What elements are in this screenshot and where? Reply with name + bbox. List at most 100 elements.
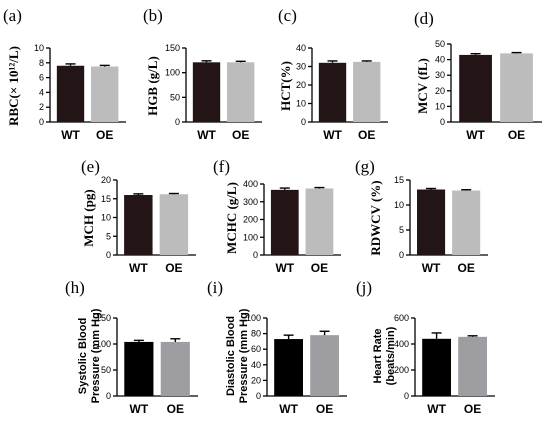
y-tick-label: 200 <box>243 215 258 225</box>
y-tick-label: 10 <box>296 99 306 109</box>
panel-label: (g) <box>355 157 375 176</box>
y-axis-label: MCHC (g/L) <box>224 182 239 254</box>
panel-label: (i) <box>207 278 223 297</box>
y-tick-label: 150 <box>165 43 180 53</box>
y-axis-label: MCH (pg) <box>81 189 96 246</box>
y-axis-label: RBC(× 10¹²/L) <box>6 46 21 126</box>
y-tick-label: 200 <box>394 365 409 375</box>
category-label: WT <box>422 261 441 275</box>
y-axis-label: Heart Rate(beats/min) <box>372 326 397 385</box>
panel-b: (b) 0 50 100 150 WT OE HGB (g/L) <box>143 6 262 142</box>
bar-oe <box>159 194 189 255</box>
y-axis-label: Diastolic BloodPressure (mm Hg) <box>225 308 250 403</box>
y-axis-label: HGB (g/L) <box>145 56 160 116</box>
panel-j: (j) 0 200 400 600 WT OE Heart Rate(beats/min) <box>356 278 495 416</box>
y-tick-label: 0 <box>301 117 306 127</box>
y-tick-label: 10 <box>435 101 445 111</box>
y-tick-label: 20 <box>251 375 261 385</box>
y-tick-label: 100 <box>243 232 258 242</box>
category-label: OE <box>464 402 481 416</box>
panel-h: (h) 0 50 100 150 WT OE Systolic BloodPressure (… <box>65 278 198 416</box>
category-label: OE <box>358 128 375 142</box>
panel-label: (f) <box>213 157 230 176</box>
y-tick-label: 10 <box>101 213 111 223</box>
y-tick-label: 20 <box>101 175 111 185</box>
panel-label: (e) <box>81 157 100 176</box>
bar-wt <box>417 189 446 255</box>
bar-oe <box>310 335 339 396</box>
category-label: WT <box>130 402 149 416</box>
category-label: OE <box>96 128 113 142</box>
category-label: WT <box>197 128 216 142</box>
bar-oe <box>91 66 119 122</box>
y-tick-label: 10 <box>34 43 44 53</box>
panel-c: (c) 0 10 20 30 40 WT OE HCT(%) <box>278 6 388 142</box>
y-tick-label: 15 <box>394 175 404 185</box>
y-tick-label: 30 <box>435 70 445 80</box>
category-label: WT <box>279 402 298 416</box>
bar-oe <box>452 190 481 255</box>
y-axis-label: HCT(%) <box>278 61 293 111</box>
category-label: OE <box>232 128 249 142</box>
panel-g: (g) 0 5 10 15 WT OE RDWCV (%) <box>355 157 488 275</box>
panel-d: (d) 0 10 20 30 40 50 WT OE MCV (fL) <box>414 9 542 142</box>
y-tick-label: 30 <box>296 62 306 72</box>
panel-f: (f) 0 100 200 300 400 WT OE MCHC (g/L) <box>213 157 341 275</box>
bar-wt <box>192 62 221 122</box>
bar-wt <box>124 195 153 255</box>
panel-a: (a) 0 2 4 6 8 10 WT OE RBC(× 10¹²/L) <box>3 6 126 142</box>
y-axis-label: MCV (fL) <box>415 58 430 114</box>
category-label: OE <box>508 128 525 142</box>
y-tick-label: 2 <box>39 102 44 112</box>
bar-oe <box>160 341 190 396</box>
panel-i: (i) 0 20 40 60 80 100 WT OE Diastolic BloodPressu… <box>207 278 347 416</box>
category-label: WT <box>466 128 485 142</box>
y-tick-label: 100 <box>96 339 111 349</box>
bar-wt <box>124 341 154 396</box>
y-tick-label: 50 <box>435 39 445 49</box>
y-tick-label: 0 <box>106 250 111 260</box>
bar-wt <box>270 189 299 255</box>
category-label: WT <box>129 261 148 275</box>
y-tick-label: 150 <box>96 313 111 323</box>
bar-oe <box>353 61 381 122</box>
bar-oe <box>500 53 533 122</box>
category-label: OE <box>167 402 184 416</box>
panel-label: (j) <box>356 278 372 297</box>
y-tick-label: 40 <box>435 55 445 65</box>
y-tick-label: 50 <box>170 92 180 102</box>
y-tick-label: 15 <box>101 194 111 204</box>
y-tick-label: 0 <box>404 391 409 401</box>
y-tick-label: 300 <box>243 197 258 207</box>
category-label: OE <box>165 261 182 275</box>
panel-e: (e) 0 5 10 15 20 WT OE MCH (pg) <box>81 157 196 275</box>
y-tick-label: 6 <box>39 73 44 83</box>
y-tick-label: 50 <box>101 365 111 375</box>
category-label: WT <box>323 128 342 142</box>
y-tick-label: 10 <box>394 200 404 210</box>
y-tick-label: 8 <box>39 58 44 68</box>
y-tick-label: 20 <box>435 86 445 96</box>
y-tick-label: 5 <box>106 231 111 241</box>
category-label: OE <box>316 402 333 416</box>
y-tick-label: 100 <box>246 313 261 323</box>
y-tick-label: 0 <box>256 391 261 401</box>
y-axis-label: Systolic BloodPressure (mm Hg) <box>77 308 102 403</box>
bar-oe <box>458 336 487 396</box>
y-tick-label: 600 <box>394 313 409 323</box>
y-tick-label: 5 <box>399 225 404 235</box>
y-tick-label: 4 <box>39 87 44 97</box>
panel-label: (a) <box>3 6 22 25</box>
y-tick-label: 0 <box>440 117 445 127</box>
y-tick-label: 0 <box>253 250 258 260</box>
bar-wt <box>274 339 303 396</box>
panel-label: (d) <box>414 9 434 28</box>
category-label: OE <box>457 261 474 275</box>
y-tick-label: 400 <box>394 339 409 349</box>
y-tick-label: 400 <box>243 179 258 189</box>
category-label: WT <box>427 402 446 416</box>
y-tick-label: 20 <box>296 80 306 90</box>
y-tick-label: 0 <box>175 117 180 127</box>
panel-label: (c) <box>278 6 297 25</box>
